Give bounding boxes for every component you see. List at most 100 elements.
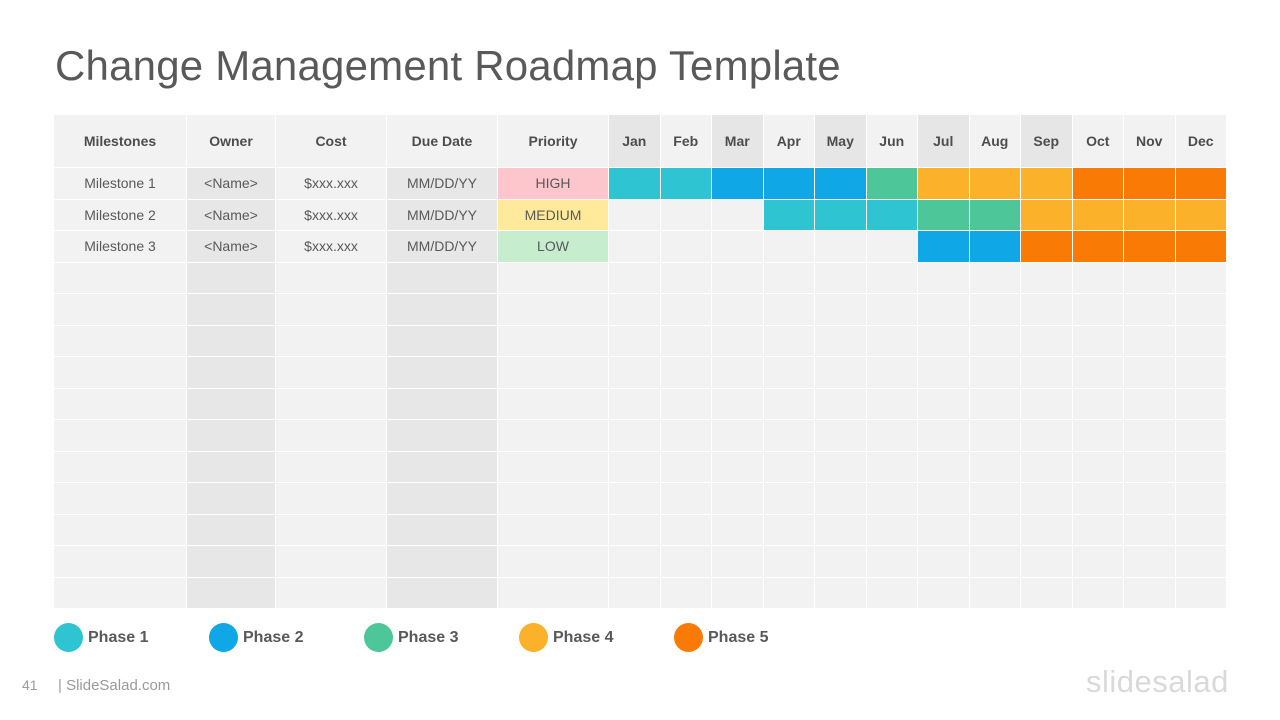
empty-timeline-cell [866,577,918,609]
empty-timeline-cell [763,483,815,515]
timeline-cell-feb [660,231,712,263]
empty-cell [498,420,609,452]
month-header-sep: Sep [1021,115,1073,168]
empty-timeline-cell [609,325,661,357]
phase-1-bar-may [815,199,867,231]
empty-timeline-cell [1124,262,1176,294]
empty-timeline-cell [712,546,764,578]
empty-cell [187,483,276,515]
empty-timeline-cell [1072,577,1124,609]
empty-cell [387,325,498,357]
timeline-cell-may [815,231,867,263]
legend-item-phase-2: Phase 2 [209,623,303,652]
column-header-owner: Owner [187,115,276,168]
empty-cell [387,577,498,609]
legend-item-phase-5: Phase 5 [674,623,768,652]
legend-label: Phase 4 [553,628,614,646]
empty-timeline-cell [1072,546,1124,578]
milestone-name: Milestone 3 [54,231,187,263]
phase-5-bar-sep [1021,231,1073,263]
empty-timeline-cell [1021,514,1073,546]
empty-cell [187,325,276,357]
empty-timeline-cell [918,420,970,452]
legend-item-phase-4: Phase 4 [519,623,613,652]
empty-timeline-cell [866,514,918,546]
empty-timeline-cell [1021,262,1073,294]
timeline-cell-feb [660,199,712,231]
empty-timeline-cell [918,262,970,294]
empty-timeline-cell [815,451,867,483]
empty-timeline-cell [1175,294,1227,326]
empty-timeline-cell [1175,546,1227,578]
empty-timeline-cell [763,577,815,609]
empty-timeline-cell [1072,357,1124,389]
month-header-dec: Dec [1175,115,1227,168]
empty-timeline-cell [1124,483,1176,515]
month-header-feb: Feb [660,115,712,168]
empty-timeline-cell [712,325,764,357]
empty-timeline-cell [1021,357,1073,389]
empty-cell [498,577,609,609]
footer-site-link[interactable]: | SlideSalad.com [58,677,171,694]
empty-cell [387,546,498,578]
empty-timeline-cell [918,325,970,357]
empty-timeline-cell [918,388,970,420]
empty-timeline-cell [1072,262,1124,294]
phase-5-bar-nov [1124,168,1176,200]
phase-5-bar-oct [1072,168,1124,200]
legend-item-phase-3: Phase 3 [364,623,458,652]
empty-cell [276,514,387,546]
empty-timeline-cell [918,357,970,389]
phase-1-bar-feb [660,168,712,200]
empty-cell [54,262,187,294]
empty-cell [276,577,387,609]
empty-cell [187,577,276,609]
empty-cell [498,357,609,389]
empty-timeline-cell [763,294,815,326]
empty-timeline-cell [1072,514,1124,546]
cost-cell: $xxx.xxx [276,231,387,263]
empty-timeline-cell [815,388,867,420]
empty-timeline-cell [763,420,815,452]
empty-timeline-cell [1175,577,1227,609]
phase-5-bar-dec [1175,231,1227,263]
empty-timeline-cell [815,546,867,578]
legend-label: Phase 3 [398,628,459,646]
empty-cell [187,546,276,578]
owner-cell: <Name> [187,168,276,200]
empty-cell [498,294,609,326]
empty-timeline-cell [1175,325,1227,357]
empty-timeline-cell [1124,357,1176,389]
empty-cell [187,420,276,452]
phase-5-bar-nov [1124,231,1176,263]
due-date-cell: MM/DD/YY [387,231,498,263]
empty-timeline-cell [1072,483,1124,515]
empty-cell [54,294,187,326]
phase-2-bar-mar [712,168,764,200]
empty-timeline-cell [815,357,867,389]
empty-cell [187,294,276,326]
column-header-priority: Priority [498,115,609,168]
empty-cell [54,451,187,483]
legend-label: Phase 2 [243,628,304,646]
empty-timeline-cell [815,262,867,294]
month-header-mar: Mar [712,115,764,168]
circle-icon [364,623,393,652]
empty-timeline-cell [1124,325,1176,357]
cost-cell: $xxx.xxx [276,168,387,200]
empty-cell [387,262,498,294]
column-header-due-date: Due Date [387,115,498,168]
empty-timeline-cell [660,262,712,294]
empty-cell [387,514,498,546]
empty-timeline-cell [866,294,918,326]
timeline-cell-apr [763,231,815,263]
empty-timeline-cell [918,514,970,546]
empty-cell [187,451,276,483]
empty-cell [276,325,387,357]
empty-timeline-cell [815,514,867,546]
legend-item-phase-1: Phase 1 [54,623,148,652]
empty-cell [276,357,387,389]
month-header-jun: Jun [866,115,918,168]
empty-timeline-cell [1021,577,1073,609]
empty-timeline-cell [712,451,764,483]
